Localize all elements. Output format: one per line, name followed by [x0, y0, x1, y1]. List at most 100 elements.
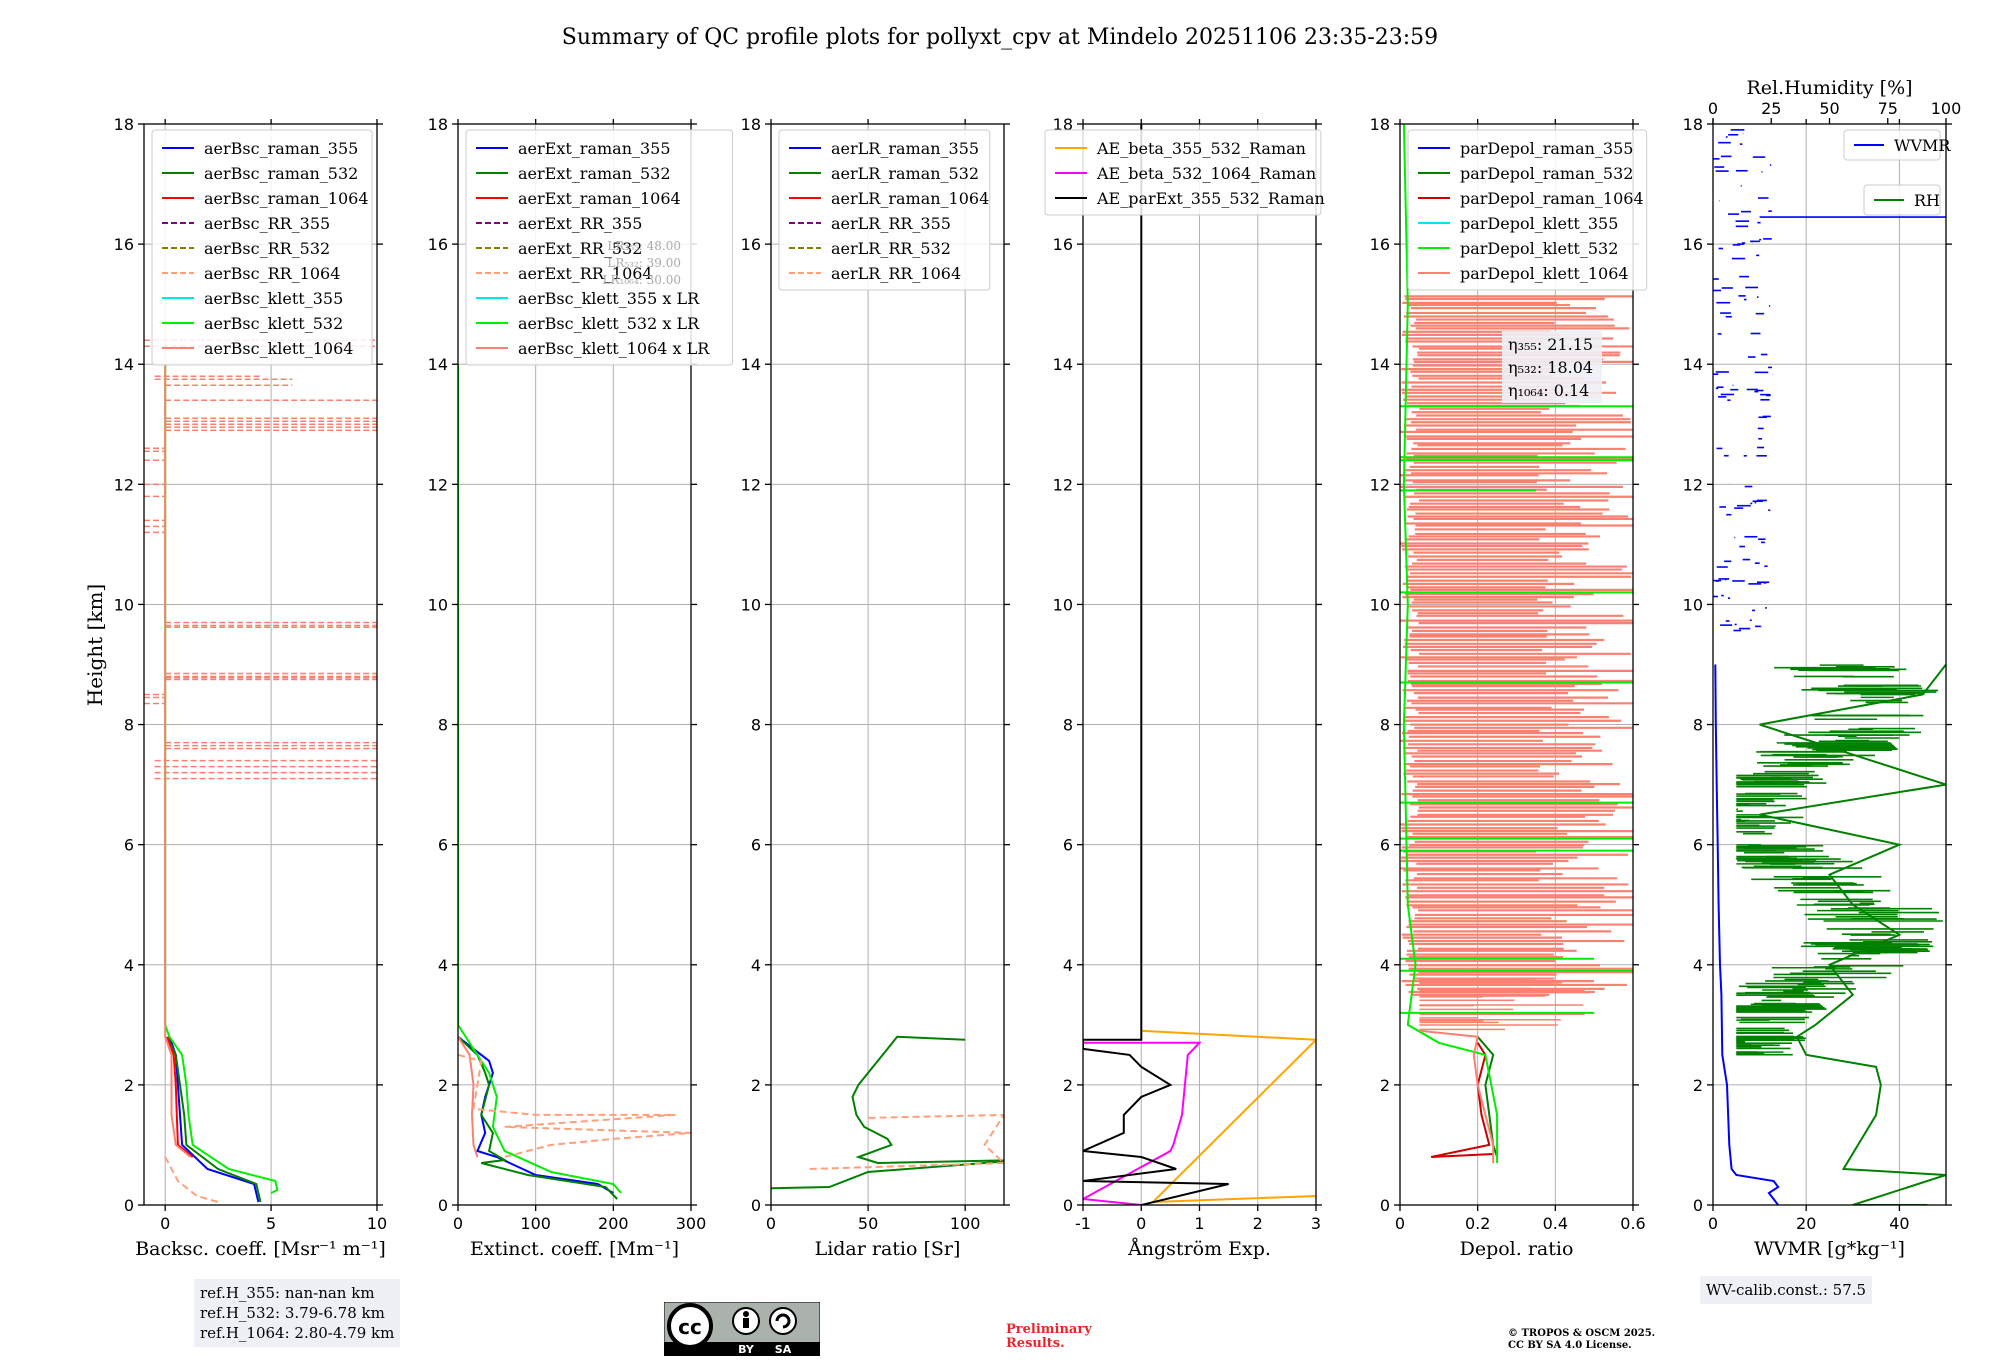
x-tick-label: 5 [266, 1214, 276, 1233]
legend-label: aerBsc_RR_355 [204, 214, 330, 233]
y-tick-label: 14 [741, 355, 761, 374]
lr-note: LR₅₃₂: 39.00 [607, 256, 681, 270]
y-tick-label: 10 [1370, 595, 1390, 614]
y-tick-label: 6 [1380, 836, 1390, 855]
copyright-line-1: © TROPOS & OSCM 2025. [1508, 1328, 1656, 1339]
legend-label: AE_beta_355_532_Raman [1096, 139, 1306, 158]
y-tick-label: 8 [438, 716, 448, 735]
y-tick-label: 12 [741, 475, 761, 494]
legend-label: aerExt_raman_1064 [518, 189, 681, 208]
axes-frame [1399, 123, 1634, 1206]
legend-label: aerBsc_RR_532 [204, 239, 330, 258]
preliminary-line-1: Preliminary [1006, 1322, 1092, 1337]
series-aerBsc_raman_1064 [166, 1036, 194, 1158]
series-aerBsc_klett_1064 [164, 364, 192, 1158]
series-AE_beta_532_1064_Raman [1083, 1041, 1202, 1205]
eta-value: η₅₃₂: 18.04 [1508, 358, 1593, 377]
legend-label: aerExt_raman_355 [518, 139, 671, 158]
eta-box: η₃₅₅: 21.15 η₅₃₂: 18.04 η₁₀₆₄: 0.14 [1502, 331, 1602, 403]
legend-label: aerBsc_klett_532 x LR [518, 314, 700, 333]
y-tick-label: 4 [1063, 956, 1073, 975]
y-tick-label: 8 [751, 716, 761, 735]
y-tick-label: 2 [751, 1076, 761, 1095]
y-tick-label: 10 [428, 595, 448, 614]
series-aerBsc_RR_1064 [164, 1156, 219, 1203]
x-tick-label: 10 [367, 1214, 387, 1233]
legend-depol: parDepol_raman_355 parDepol_raman_532 parD… [1407, 129, 1648, 291]
y-tick-label: 2 [1380, 1076, 1390, 1095]
legend-box [151, 129, 373, 366]
y-tick-label: 2 [124, 1076, 134, 1095]
y-tick-label: 10 [114, 595, 134, 614]
legend-label: aerBsc_klett_1064 [204, 339, 353, 358]
legend-box [1044, 129, 1322, 216]
preliminary-line-2: Results. [1006, 1336, 1065, 1351]
ref-h-1064: ref.H_1064: 2.80-4.79 km [200, 1324, 395, 1342]
cc-sa-text: SA [775, 1343, 792, 1356]
figure-title: Summary of QC profile plots for pollyxt_… [562, 25, 1438, 50]
legend-label: parDepol_raman_355 [1460, 139, 1633, 158]
series-aerExt_raman_532 [458, 1036, 618, 1200]
top-x-axis-label: Rel.Humidity [%] [1746, 77, 1912, 99]
x-tick-label: 40 [1889, 1214, 1909, 1233]
legend-label: aerExt_raman_532 [518, 164, 671, 183]
series-aerBsc_klett_1064 x LR [458, 1036, 479, 1158]
plot-area-ext [458, 364, 691, 1200]
plot-area-ae [1083, 124, 1316, 1205]
wv-calib-box: WV-calib.const.: 57.5 [1700, 1276, 1873, 1304]
top-x-tick-label: 100 [1931, 99, 1962, 118]
legend-label: WVMR [1894, 136, 1951, 155]
y-tick-label: 16 [1683, 235, 1703, 254]
legend-box [465, 129, 734, 366]
y-tick-label: 0 [124, 1196, 134, 1215]
panel-ext: 0 100 200 300 0 2 4 6 8 10 12 14 16 18 Extinct. coeff.… [428, 115, 734, 1260]
x-axis-label: WVMR [g*kg⁻¹] [1754, 1238, 1905, 1260]
y-tick-label: 12 [1683, 475, 1703, 494]
legend-ae: AE_beta_355_532_Raman AE_beta_532_1064_Ra… [1044, 129, 1325, 216]
y-tick-label: 12 [1370, 475, 1390, 494]
y-tick-label: 4 [438, 956, 448, 975]
x-tick-label: 50 [858, 1214, 878, 1233]
y-tick-label: 6 [124, 836, 134, 855]
series-AE_parExt_355_532_Raman [1083, 124, 1229, 1205]
x-tick-label: 300 [676, 1214, 707, 1233]
top-x-tick-label: 0 [1708, 99, 1718, 118]
legend-label: parDepol_raman_1064 [1460, 189, 1644, 208]
y-tick-label: 8 [124, 716, 134, 735]
series-aerLR_raman_532 [771, 1035, 1004, 1190]
y-tick-label: 2 [1063, 1076, 1073, 1095]
x-tick-label: 0.4 [1543, 1214, 1568, 1233]
plot-area-wv [1713, 129, 1946, 1205]
y-tick-label: 0 [1063, 1196, 1073, 1215]
y-tick-label: 0 [1380, 1196, 1390, 1215]
y-tick-label: 10 [741, 595, 761, 614]
plot-area-bsc [144, 339, 377, 1203]
ref-h-355: ref.H_355: nan-nan km [200, 1284, 375, 1302]
y-tick-label: 0 [751, 1196, 761, 1215]
legend-label: aerExt_RR_1064 [518, 264, 653, 283]
legend-lr: aerLR_raman_355 aerLR_raman_532 aerLR_rama… [778, 129, 991, 291]
legend-label: aerLR_RR_1064 [831, 264, 961, 283]
eta-value: η₁₀₆₄: 0.14 [1508, 381, 1589, 400]
legend-label: aerLR_raman_355 [831, 139, 979, 158]
y-tick-label: 0 [438, 1196, 448, 1215]
preliminary-note: Preliminary Results. [1006, 1323, 1092, 1351]
legend-label: aerBsc_RR_1064 [204, 264, 340, 283]
y-tick-label: 16 [428, 235, 448, 254]
y-tick-label: 6 [438, 836, 448, 855]
x-tick-label: 200 [598, 1214, 629, 1233]
top-x-tick-label: 50 [1819, 99, 1839, 118]
x-tick-label: 100 [520, 1214, 551, 1233]
legend-wv-0: WVMR [1843, 129, 1951, 161]
x-axis-label: Lidar ratio [Sr] [815, 1238, 961, 1260]
y-tick-label: 2 [438, 1076, 448, 1095]
y-tick-label: 6 [1063, 836, 1073, 855]
x-axis-label: Depol. ratio [1460, 1238, 1574, 1260]
legend-label: aerBsc_raman_532 [204, 164, 358, 183]
series-parDepol_raman_1064 [1430, 1042, 1494, 1158]
series-aerLR_RR_1064 [809, 1113, 1004, 1170]
legend-label: AE_parExt_355_532_Raman [1096, 189, 1325, 208]
y-tick-label: 4 [751, 956, 761, 975]
y-tick-label: 6 [1693, 836, 1703, 855]
